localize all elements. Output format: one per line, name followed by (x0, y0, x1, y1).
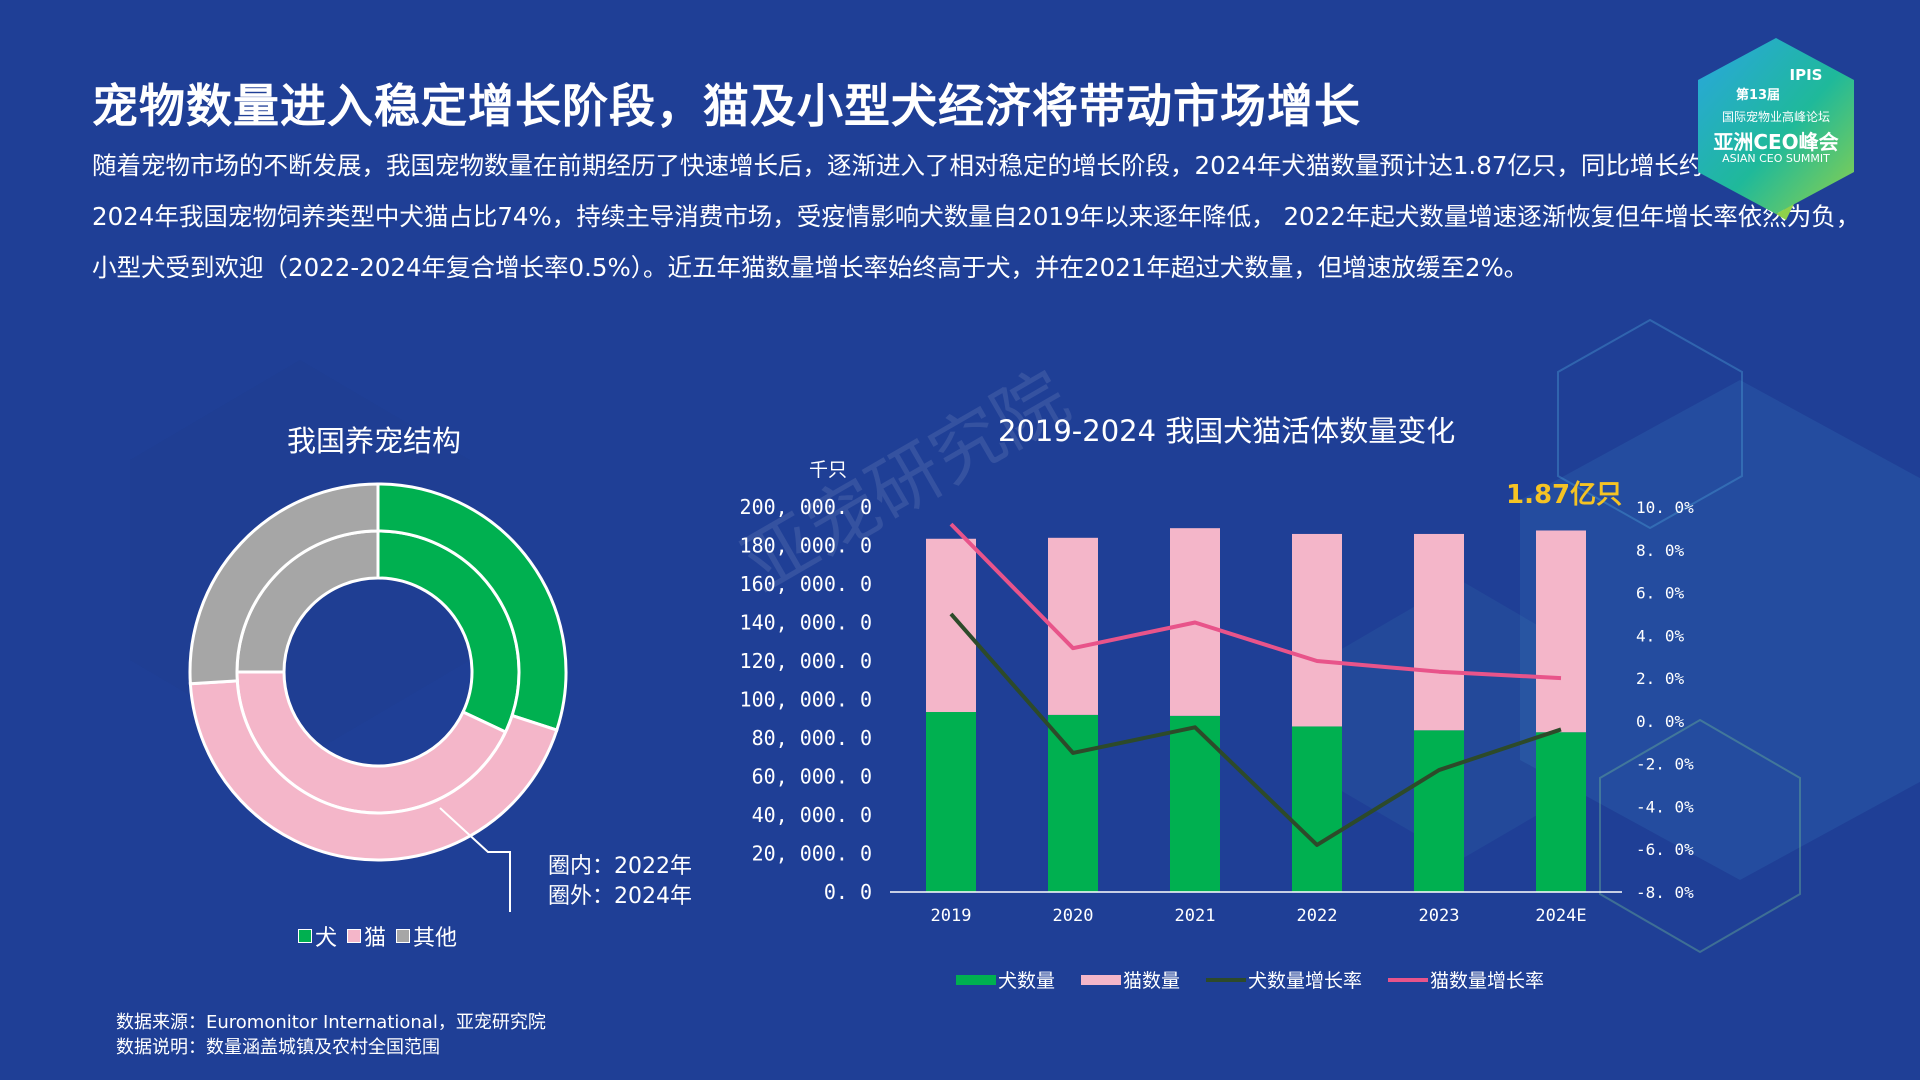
intro-text: 随着宠物市场的不断发展，我国宠物数量在前期经历了快速增长后，逐渐进入了相对稳定的… (92, 140, 1862, 293)
y-tick-label: 120, 000. 0 (740, 649, 872, 673)
bar-dog (1292, 726, 1342, 892)
bar-chart-title: 2019-2024 我国犬猫活体数量变化 (998, 414, 1456, 448)
hexagon-logo-icon (1698, 38, 1854, 220)
x-tick-label: 2023 (1419, 906, 1460, 926)
bar-legend-cat-rate-label: 猫数量增长率 (1430, 970, 1545, 992)
bar-legend-dog-rate-label: 犬数量增长率 (1248, 970, 1363, 992)
y-tick-label: 100, 000. 0 (740, 688, 872, 712)
x-tick-label: 2020 (1053, 906, 1094, 926)
y2-tick-label: -8. 0% (1636, 883, 1694, 902)
y-tick-label: 160, 000. 0 (740, 572, 872, 596)
bar-dog (1536, 732, 1586, 892)
bar-legend-cat-rate: 猫数量增长率 (1388, 966, 1544, 993)
footer-source: 数据来源：Euromonitor International，亚宠研究院 数据说… (116, 1010, 546, 1060)
x-tick-label: 2021 (1175, 906, 1216, 926)
y-tick-label: 40, 000. 0 (752, 803, 872, 827)
x-tick-label: 2024E (1535, 906, 1586, 926)
bar-legend: 犬数量 猫数量 犬数量增长率 猫数量增长率 (956, 966, 1544, 993)
y-tick-label: 140, 000. 0 (740, 611, 872, 635)
bar-legend-dog-rate: 犬数量增长率 (1206, 966, 1362, 993)
legend-swatch-dog (298, 929, 312, 943)
bar-cat (926, 538, 976, 713)
y2-tick-label: 6. 0% (1636, 584, 1685, 603)
y2-tick-label: -2. 0% (1636, 755, 1694, 774)
summit-logo: IPIS 第13届 国际宠物业高峰论坛 亚洲CEO峰会 ASIAN CEO SU… (1694, 34, 1858, 220)
pie-legend-cat-label: 猫 (364, 926, 387, 951)
bar-cat (1292, 533, 1342, 727)
y-tick-label: 0. 0 (824, 880, 872, 904)
bar-dog (1414, 730, 1464, 892)
y2-tick-label: 2. 0% (1636, 669, 1685, 688)
bar-legend-dog: 犬数量 (956, 966, 1055, 993)
bar-legend-dog-label: 犬数量 (998, 970, 1056, 992)
pie-legend: 犬 猫 其他 (298, 920, 457, 952)
y2-tick-label: 8. 0% (1636, 541, 1685, 560)
donut-note: 圈内：2022年 圈外：2024年 (548, 852, 692, 912)
y-tick-label: 180, 000. 0 (740, 534, 872, 558)
y-tick-label: 200, 000. 0 (740, 495, 872, 519)
bar-cat (1414, 533, 1464, 731)
badge-brand: IPIS (1789, 66, 1823, 84)
donut-slice-outer-dog (376, 482, 568, 732)
y2-tick-label: 10. 0% (1636, 498, 1694, 517)
x-tick-label: 2022 (1297, 906, 1338, 926)
intro-paragraph-1: 随着宠物市场的不断发展，我国宠物数量在前期经历了快速增长后，逐渐进入了相对稳定的… (92, 151, 1767, 180)
total-callout: 1.87亿只 (1506, 480, 1623, 510)
pie-legend-dog-label: 犬 (315, 926, 338, 951)
y-axis-unit: 千只 (809, 459, 847, 481)
bar-legend-cat: 猫数量 (1081, 966, 1180, 993)
data-note-line: 数据说明：数量涵盖城镇及农村全国范围 (116, 1037, 440, 1058)
legend-swatch-cat-rate (1388, 977, 1429, 982)
y2-tick-label: -6. 0% (1636, 840, 1694, 859)
donut-slice-outer-other (188, 482, 380, 686)
bar-cat (1536, 530, 1586, 733)
pie-legend-cat: 猫 (347, 920, 386, 952)
page-title: 宠物数量进入稳定增长阶段，猫及小型犬经济将带动市场增长 (92, 79, 1361, 133)
pie-chart-title: 我国养宠结构 (287, 424, 462, 458)
legend-swatch-cat (347, 929, 362, 943)
badge-name-en: ASIAN CEO SUMMIT (1722, 152, 1830, 165)
source-line: 数据来源：Euromonitor International，亚宠研究院 (116, 1012, 546, 1033)
badge-name-cn: 亚洲CEO峰会 (1713, 130, 1839, 154)
donut-leader-line (439, 807, 511, 912)
pie-legend-dog: 犬 (298, 920, 337, 952)
donut-note-outer: 圈外：2024年 (548, 884, 692, 909)
bar-dog (1048, 714, 1098, 892)
bar-dog (926, 712, 976, 892)
donut-slice-outer-cat (188, 679, 559, 862)
y-tick-label: 80, 000. 0 (752, 726, 872, 750)
y-tick-label: 60, 000. 0 (752, 765, 872, 789)
pie-legend-other-label: 其他 (413, 926, 458, 951)
pie-legend-other: 其他 (396, 920, 457, 952)
badge-forum: 国际宠物业高峰论坛 (1721, 110, 1830, 124)
line-dog-rate (949, 612, 1562, 847)
y2-tick-label: 0. 0% (1636, 712, 1685, 731)
y2-tick-label: 4. 0% (1636, 626, 1685, 645)
legend-swatch-dog-bar (956, 974, 996, 985)
line-cat-rate (949, 522, 1562, 681)
y2-tick-label: -4. 0% (1636, 797, 1694, 816)
legend-swatch-cat-bar (1081, 974, 1122, 985)
y-tick-label: 20, 000. 0 (752, 842, 872, 866)
bar-cat (1048, 537, 1098, 715)
x-tick-label: 2019 (931, 906, 972, 926)
donut-note-inner: 圈内：2022年 (548, 854, 692, 879)
badge-edition: 第13届 (1735, 88, 1781, 103)
intro-paragraph-2: 2024年我国宠物饲养类型中犬猫占比74%，持续主导消费市场，受疫情影响犬数量自… (92, 202, 1861, 282)
bar-legend-cat-label: 猫数量 (1123, 970, 1181, 992)
legend-swatch-dog-rate (1206, 977, 1247, 982)
legend-swatch-other (396, 929, 411, 943)
